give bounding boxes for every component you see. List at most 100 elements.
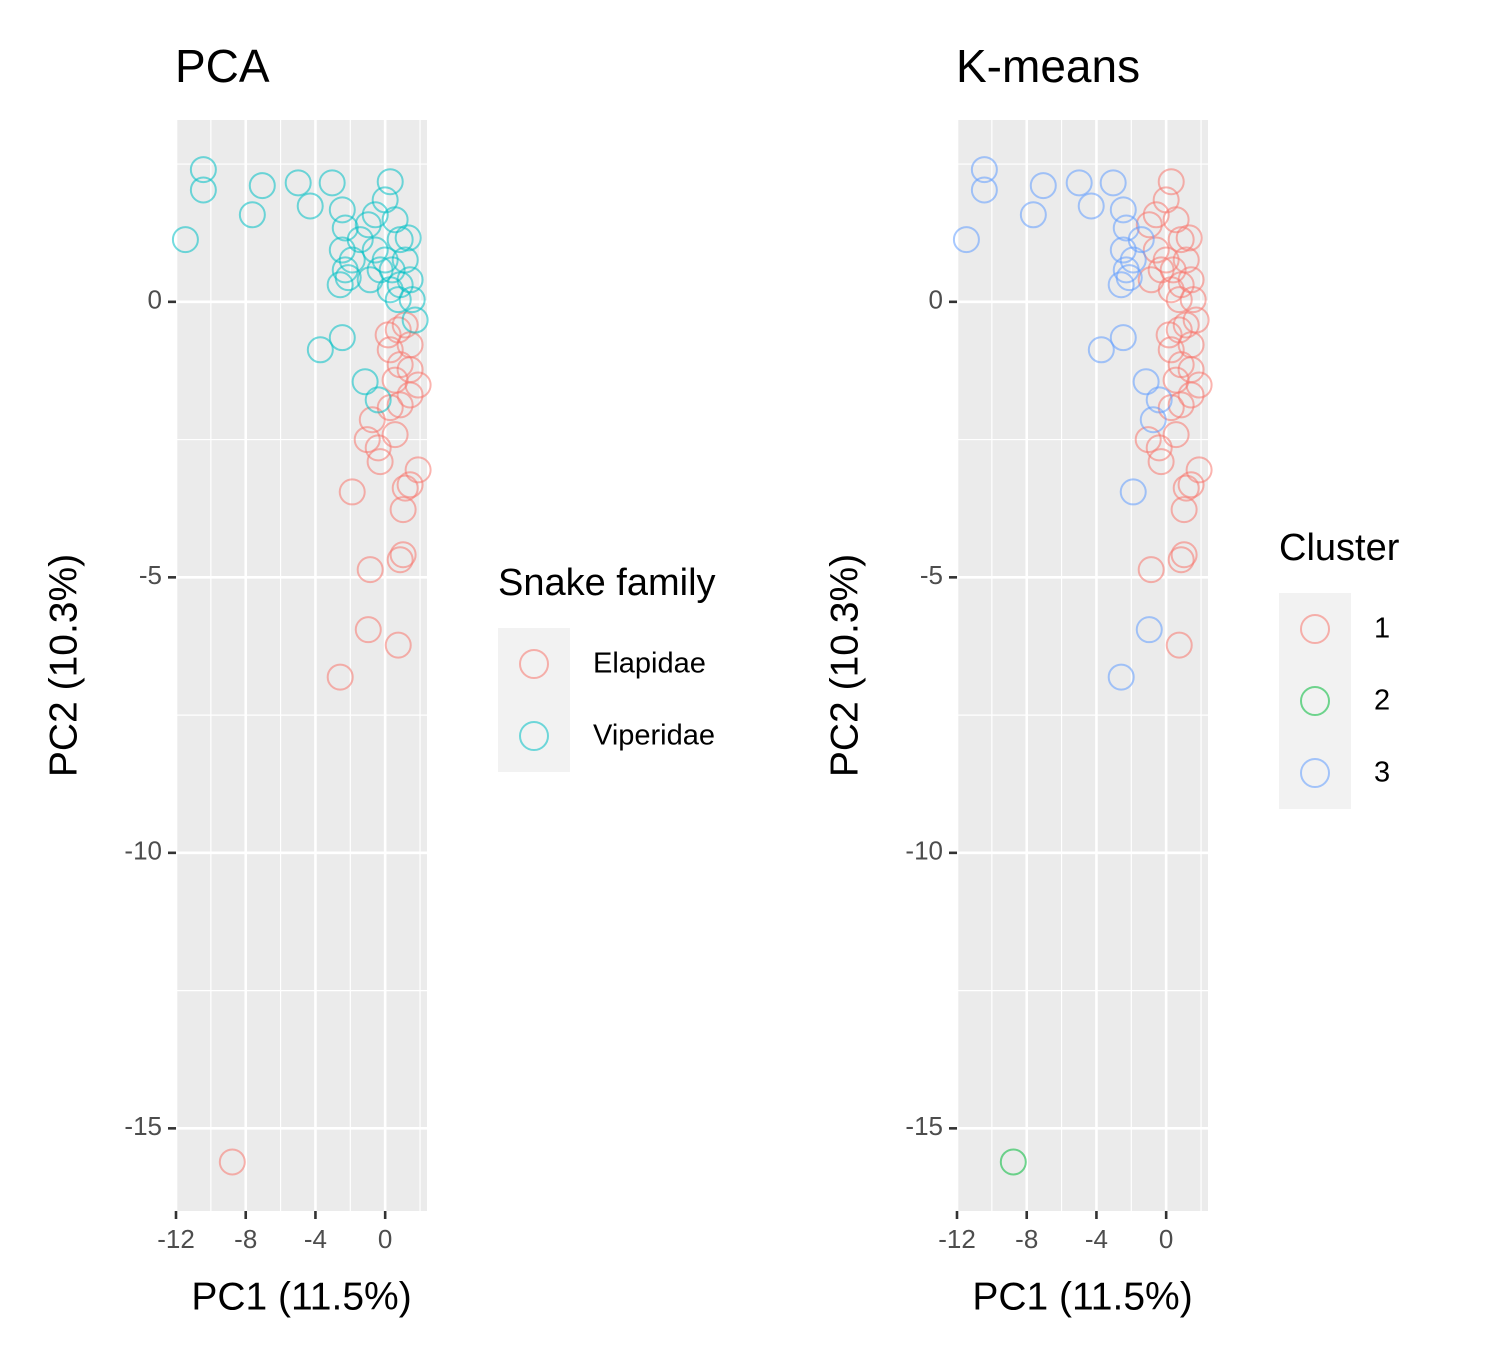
point <box>366 448 394 476</box>
point <box>1185 456 1213 484</box>
point <box>171 226 199 254</box>
point <box>1137 556 1165 584</box>
point <box>1119 246 1147 274</box>
point <box>1155 321 1183 349</box>
point <box>1157 168 1185 196</box>
point <box>1145 386 1173 414</box>
point <box>351 368 379 396</box>
point <box>1087 336 1115 364</box>
legend-label: Viperidae <box>593 720 715 752</box>
point <box>1137 266 1165 294</box>
point <box>376 168 404 196</box>
point <box>376 336 404 364</box>
x-tick-label: 0 <box>1159 1224 1173 1254</box>
point <box>238 201 266 229</box>
x-tick-label: -12 <box>938 1224 976 1254</box>
point <box>328 196 356 224</box>
y-axis-label: PC2 (10.3%) <box>42 554 85 777</box>
point <box>970 156 998 184</box>
x-tick-label: -8 <box>1015 1224 1038 1254</box>
point <box>404 456 432 484</box>
legend-key <box>1300 686 1330 716</box>
y-tick-label: -5 <box>920 560 943 590</box>
y-tick-label: 0 <box>148 285 162 315</box>
y-tick-label: -10 <box>124 836 162 866</box>
point <box>1109 324 1137 352</box>
point <box>364 386 392 414</box>
legend-key <box>519 649 549 679</box>
point <box>374 321 402 349</box>
point <box>1107 663 1135 691</box>
point <box>1099 169 1127 197</box>
legend-key-background <box>1279 593 1351 809</box>
point <box>386 546 414 574</box>
point <box>1147 448 1175 476</box>
point <box>1159 256 1187 284</box>
point <box>354 616 382 644</box>
point <box>1162 366 1190 394</box>
point <box>389 541 417 569</box>
point <box>952 226 980 254</box>
point <box>381 206 409 234</box>
chart-title: K-means <box>956 40 1140 92</box>
point <box>1170 496 1198 524</box>
legend-label: 2 <box>1374 685 1390 717</box>
point <box>1132 368 1160 396</box>
point <box>1165 631 1193 659</box>
point <box>378 256 406 284</box>
point <box>1127 226 1155 254</box>
y-tick-label: -15 <box>905 1111 943 1141</box>
point <box>401 306 429 334</box>
panel: -12 -8 -4 0 -15 -10 -5 0 K-means PC1 (11.5%) PC2 (… <box>823 40 1399 1318</box>
legend-label: 1 <box>1374 613 1390 645</box>
x-axis-label: PC1 (11.5%) <box>191 1275 411 1318</box>
point <box>338 478 366 506</box>
legend-key <box>1300 614 1330 644</box>
point <box>1172 474 1200 502</box>
point <box>999 1148 1027 1176</box>
point <box>1107 271 1135 299</box>
point <box>1029 172 1057 200</box>
point <box>346 226 374 254</box>
point <box>381 421 409 449</box>
point <box>353 426 381 454</box>
point <box>1172 311 1200 339</box>
x-tick-label: -4 <box>1085 1224 1108 1254</box>
legend-title: Snake family <box>498 562 716 604</box>
point <box>384 286 412 314</box>
point <box>1019 201 1047 229</box>
point <box>1109 196 1137 224</box>
point <box>970 176 998 204</box>
point <box>1152 246 1180 274</box>
point <box>1162 421 1190 449</box>
legend-title: Cluster <box>1279 527 1400 569</box>
legend-key-background <box>498 628 570 772</box>
point <box>361 236 389 264</box>
legend-key <box>1300 758 1330 788</box>
legend-key <box>519 721 549 751</box>
y-tick-label: 0 <box>929 285 943 315</box>
point <box>1065 169 1093 197</box>
point <box>1167 546 1195 574</box>
point <box>1167 271 1195 299</box>
point <box>1142 236 1170 264</box>
point <box>1177 331 1205 359</box>
point <box>1142 201 1170 229</box>
y-axis-label: PC2 (10.3%) <box>823 554 866 777</box>
point <box>189 156 217 184</box>
point <box>1119 478 1147 506</box>
point <box>1165 286 1193 314</box>
point <box>386 271 414 299</box>
point <box>334 264 362 292</box>
point <box>1177 471 1205 499</box>
point <box>371 246 399 274</box>
point <box>218 1148 246 1176</box>
point <box>328 324 356 352</box>
point <box>394 224 422 252</box>
x-tick-label: -4 <box>304 1224 327 1254</box>
point <box>189 176 217 204</box>
point <box>1135 616 1163 644</box>
point <box>396 471 424 499</box>
point <box>1115 264 1143 292</box>
